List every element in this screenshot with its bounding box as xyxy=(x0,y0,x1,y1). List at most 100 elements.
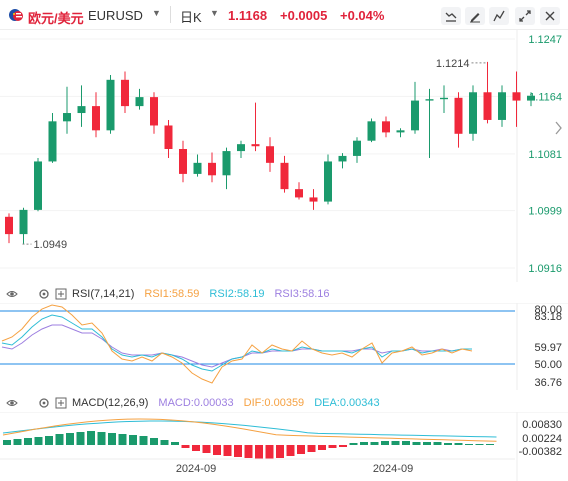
macd-chart[interactable]: 0.00830 0.00224-0.00382 2024-09 2024-09 xyxy=(0,412,568,481)
macd-histogram-bar xyxy=(3,440,11,445)
timeframe-dropdown-icon[interactable]: ▼ xyxy=(210,8,219,18)
candle-body xyxy=(396,130,405,133)
macd-histogram-bar xyxy=(76,432,85,445)
low-annotation: 1.0949 xyxy=(34,239,68,251)
macd-histogram-bar xyxy=(160,440,169,445)
price-change-pct: +0.04% xyxy=(340,8,385,23)
candle-body xyxy=(498,92,506,120)
candlestick-chart[interactable]: 1.1247 1.1164 1.1081 1.0999 1.0916 1.1214 1.09… xyxy=(0,30,568,282)
rsi1-line xyxy=(1,304,473,384)
macd-histogram-bar xyxy=(475,444,484,445)
macd-histogram-bar xyxy=(402,441,410,445)
macd-histogram-bar xyxy=(139,436,148,445)
eye-icon[interactable] xyxy=(6,397,18,409)
candle-body xyxy=(367,121,376,141)
macd-histogram-bar xyxy=(24,438,32,445)
close-icon xyxy=(545,11,555,21)
macd-histogram-bar xyxy=(391,441,400,445)
macd-histogram-bar xyxy=(370,442,379,445)
close-button[interactable] xyxy=(540,7,560,25)
macd-histogram-bar xyxy=(444,443,452,445)
macd-histogram-bar xyxy=(297,445,305,454)
candle-body xyxy=(121,79,129,107)
dif-line xyxy=(2,418,497,442)
chart-style-icon xyxy=(445,12,457,22)
rsi-chart[interactable]: 80.0083.18 59.97 50.00 36.76 xyxy=(0,303,568,390)
dea-line xyxy=(2,420,497,438)
candle-body xyxy=(19,209,28,235)
macd-histogram-bar xyxy=(318,445,326,450)
macd-histogram-bar xyxy=(108,433,116,445)
rsi-axis-label: 50.00 xyxy=(534,359,562,371)
candle-body xyxy=(483,92,492,120)
settings-icon[interactable] xyxy=(38,397,50,409)
timeframe-select[interactable]: 日K xyxy=(180,10,202,25)
high-annotation: 1.1214 xyxy=(436,58,470,70)
candle-body xyxy=(150,97,158,126)
macd-histogram-bar xyxy=(202,445,211,453)
macd-histogram-bar xyxy=(13,439,22,445)
draw-icon xyxy=(470,13,480,23)
candle-body xyxy=(411,100,419,131)
price-axis-label: 1.0999 xyxy=(528,206,562,218)
macd-axis-label: 0.00224 xyxy=(522,433,562,445)
candle-body xyxy=(208,162,216,176)
candle-body xyxy=(527,95,535,101)
rsi-axis-label: 59.97 xyxy=(534,342,562,354)
candle-body xyxy=(309,197,318,202)
symbol-label[interactable]: EURUSD xyxy=(88,8,143,23)
rsi1-value: RSI1:58.59 xyxy=(144,288,200,300)
macd-histogram-bar xyxy=(118,434,127,445)
macd-histogram-bar xyxy=(286,445,295,456)
macd-histogram-bar xyxy=(34,437,43,445)
candle-body xyxy=(425,99,434,101)
chart-style-button[interactable] xyxy=(441,7,461,25)
dea-value: DEA:0.00343 xyxy=(314,397,380,409)
macd-histogram-bar xyxy=(171,442,179,445)
macd-histogram-bar xyxy=(150,438,158,445)
rsi3-line xyxy=(1,324,472,368)
candle-body xyxy=(135,97,144,107)
candle-body xyxy=(34,161,42,210)
macd-histogram-bar xyxy=(433,442,442,445)
macd-histogram-bar xyxy=(192,445,200,451)
eye-icon[interactable] xyxy=(6,288,18,300)
indicator-button[interactable] xyxy=(489,7,509,25)
draw-button[interactable] xyxy=(465,7,485,25)
macd-histogram-bar xyxy=(454,443,463,445)
candle-body xyxy=(222,151,231,176)
expand-button[interactable] xyxy=(515,7,535,25)
toggle-box-icon[interactable] xyxy=(55,288,67,300)
macd-histogram-bar xyxy=(360,442,368,445)
macd-histogram-bar xyxy=(307,445,316,452)
macd-name: MACD(12,26,9) xyxy=(72,397,149,409)
header-divider xyxy=(170,6,171,23)
macd-histogram-bar xyxy=(213,445,221,455)
candle-body xyxy=(382,121,390,133)
candle-body xyxy=(251,144,260,147)
candle-body xyxy=(179,149,187,174)
settings-icon[interactable] xyxy=(38,288,50,300)
indicator-icon xyxy=(493,10,505,22)
candle-body xyxy=(266,146,274,163)
macd-histogram-bar xyxy=(349,443,358,445)
price-axis-label: 1.1247 xyxy=(528,34,562,46)
price-change: +0.0005 xyxy=(280,8,328,23)
candle-body xyxy=(164,125,173,150)
macd-histogram-bar xyxy=(244,445,253,458)
symbol-dropdown-icon[interactable]: ▼ xyxy=(152,8,161,18)
rsi-axis-label: 36.76 xyxy=(534,377,562,389)
candle-body xyxy=(193,162,202,174)
rsi2-value: RSI2:58.19 xyxy=(209,288,265,300)
macd-histogram-bar xyxy=(276,445,284,458)
macd-histogram-bar xyxy=(223,445,232,456)
macd-histogram-bar xyxy=(234,445,242,457)
scroll-right-icon[interactable] xyxy=(555,121,562,135)
macd-value: MACD:0.00033 xyxy=(158,397,234,409)
macd-histogram-bar xyxy=(97,432,106,445)
candle-body xyxy=(338,155,347,162)
pair-name[interactable]: 欧元/美元 xyxy=(28,11,84,26)
toggle-box-icon[interactable] xyxy=(55,397,67,409)
macd-histogram-bar xyxy=(339,445,347,447)
eu-us-flag-icon xyxy=(9,9,23,21)
